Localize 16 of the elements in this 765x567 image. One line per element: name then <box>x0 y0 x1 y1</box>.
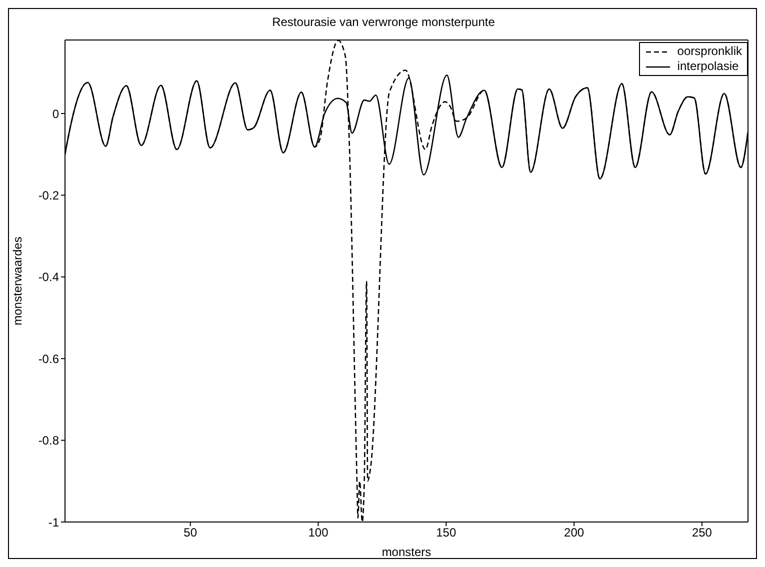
legend-label: oorspronklik <box>677 44 742 59</box>
x-tick-label: 150 <box>436 526 456 540</box>
x-tick-label: 50 <box>184 526 198 540</box>
y-tick-label: -0.2 <box>38 188 60 202</box>
chart-title: Restourasie van verwronge monsterpunte <box>271 15 496 29</box>
x-tick-label: 200 <box>564 526 584 540</box>
y-tick-label: -0.6 <box>38 352 60 366</box>
x-tick-label: 250 <box>692 526 712 540</box>
x-axis-title: monsters <box>382 545 432 559</box>
legend-label: interpolasie <box>677 59 739 74</box>
y-axis-title: monsterwaardes <box>10 236 24 326</box>
y-tick-label: -0.4 <box>38 270 60 284</box>
x-tick-label: 100 <box>308 526 329 540</box>
y-tick-label: -0.8 <box>38 434 60 448</box>
y-tick-label: 0 <box>52 106 60 121</box>
y-tick-label: -1 <box>48 515 60 530</box>
